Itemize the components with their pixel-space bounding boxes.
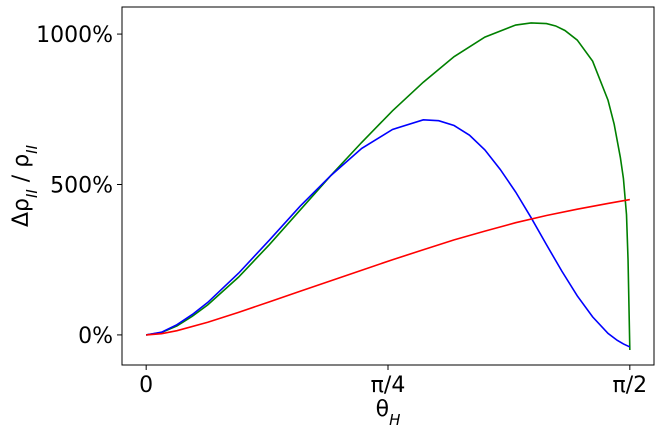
x-tick-label: π/2 — [613, 373, 648, 398]
y-axis-label: ΔρII / ρII — [9, 144, 41, 227]
y-axis-ticks: 0% 500% 1000% — [36, 23, 122, 349]
y-tick-label: 1000% — [36, 23, 113, 48]
series-line-2 — [146, 119, 631, 348]
series-line-3 — [146, 198, 630, 336]
series-line-1 — [146, 22, 631, 350]
y-tick-label: 500% — [50, 173, 113, 198]
x-axis-ticks: 0 π/4 π/2 — [139, 365, 647, 398]
plot-frame — [121, 6, 655, 366]
x-axis-label: θH — [376, 397, 401, 428]
x-tick-label: 0 — [139, 373, 153, 398]
y-tick-label: 0% — [78, 324, 113, 349]
plot-lines — [146, 22, 631, 350]
x-tick-label: π/4 — [371, 373, 406, 398]
